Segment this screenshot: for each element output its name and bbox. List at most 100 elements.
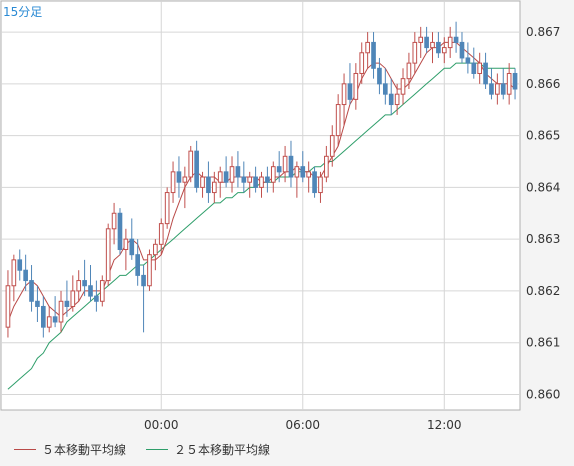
candle <box>294 161 300 198</box>
candle-body-down <box>388 93 394 106</box>
x-axis-ticks: 00:00 06:00 12:00 <box>144 418 462 432</box>
candle <box>153 239 158 271</box>
candle-body-up <box>365 41 370 54</box>
candle <box>17 249 23 281</box>
candle-body-down <box>206 176 211 194</box>
candle <box>35 285 40 322</box>
candle-body-up <box>164 192 170 225</box>
candle-body-down <box>64 300 70 307</box>
legend-label-ma25: ２５本移動平均線 <box>174 443 271 457</box>
y-tick-label: 0.861 <box>526 336 560 350</box>
y-tick-label: 0.864 <box>526 180 560 194</box>
candle <box>436 32 441 58</box>
candle <box>365 32 370 69</box>
candle <box>441 37 447 64</box>
candle-body-up <box>153 243 158 256</box>
candle <box>235 151 241 188</box>
candle-body-up <box>270 166 276 183</box>
candle-body-up <box>306 171 312 178</box>
candle-body-up <box>70 290 76 307</box>
y-tick-label: 0.865 <box>526 129 560 143</box>
candle-body-down <box>141 274 146 287</box>
candle-body-down <box>512 72 518 90</box>
candle <box>424 26 429 53</box>
candle <box>217 166 223 198</box>
candle-body-down <box>471 62 477 74</box>
candle-body-down <box>40 305 46 328</box>
candle-body-down <box>436 41 441 54</box>
candle <box>382 68 388 105</box>
candle <box>229 156 235 193</box>
plot-area <box>0 0 521 411</box>
candle-body-up <box>200 176 205 188</box>
timeframe-label: 15分足 <box>3 5 43 19</box>
candle <box>276 151 282 183</box>
candle-body-up <box>353 72 359 100</box>
candle <box>223 156 229 188</box>
candle-body-down <box>17 259 23 271</box>
candle-body-up <box>430 41 435 49</box>
candle <box>164 187 170 229</box>
candle <box>471 47 477 79</box>
candle <box>259 171 264 198</box>
candle-body-down <box>82 280 87 287</box>
candle-body-up <box>105 228 111 282</box>
candle <box>82 259 87 297</box>
candle <box>147 249 152 291</box>
candle-body-up <box>158 223 164 245</box>
y-axis-ticks: 0.860 0.861 0.862 0.863 0.864 0.865 0.866 0.867 <box>526 25 560 401</box>
candle-body-down <box>459 41 465 59</box>
y-tick-label: 0.867 <box>526 25 560 39</box>
candle-body-down <box>312 171 317 194</box>
candle <box>176 156 182 198</box>
candle <box>129 218 135 260</box>
legend: ５本移動平均線 ２５本移動平均線 <box>14 441 270 458</box>
candle <box>324 145 329 183</box>
candle <box>500 68 506 100</box>
candle-body-down <box>424 36 429 49</box>
candle <box>306 161 312 193</box>
y-tick-label: 0.866 <box>526 77 560 91</box>
candle-body-up <box>495 83 500 95</box>
candle-body-down <box>35 300 40 307</box>
candle-body-up <box>341 83 347 106</box>
candle <box>200 171 205 198</box>
candle-body-up <box>400 78 406 95</box>
candle-body-down <box>129 238 135 256</box>
candle-body-down <box>94 295 99 302</box>
candles <box>5 21 518 338</box>
candle <box>88 265 93 302</box>
candle <box>489 68 494 100</box>
candle-body-down <box>288 155 294 178</box>
candle-body-up <box>406 62 412 80</box>
candle <box>265 166 270 193</box>
candle-body-up <box>46 316 52 328</box>
candle-body-up <box>324 155 329 178</box>
candle-body-down <box>176 171 182 183</box>
candle-body-up <box>170 171 176 194</box>
candle-body-up <box>247 176 253 183</box>
candle-body-down <box>253 176 258 188</box>
candle-body-up <box>477 62 483 74</box>
candle <box>117 208 123 255</box>
legend-swatch-ma25 <box>146 449 169 450</box>
candle <box>253 166 258 193</box>
candle-body-up <box>335 104 341 137</box>
candle <box>371 32 376 79</box>
candle <box>76 270 82 302</box>
candle <box>158 218 164 255</box>
candle-body-up <box>217 171 223 183</box>
candle-body-up <box>111 212 117 230</box>
legend-swatch-ma5 <box>14 449 36 450</box>
candle <box>64 280 70 317</box>
x-tick-label: 06:00 <box>285 418 320 432</box>
candle <box>111 202 117 245</box>
candle <box>123 228 129 271</box>
candle <box>388 78 394 115</box>
candle <box>141 265 146 333</box>
candle-body-down <box>500 83 506 95</box>
legend-item-ma5: ５本移動平均線 <box>14 441 126 458</box>
candle <box>335 94 341 146</box>
candle-body-down <box>29 280 34 302</box>
